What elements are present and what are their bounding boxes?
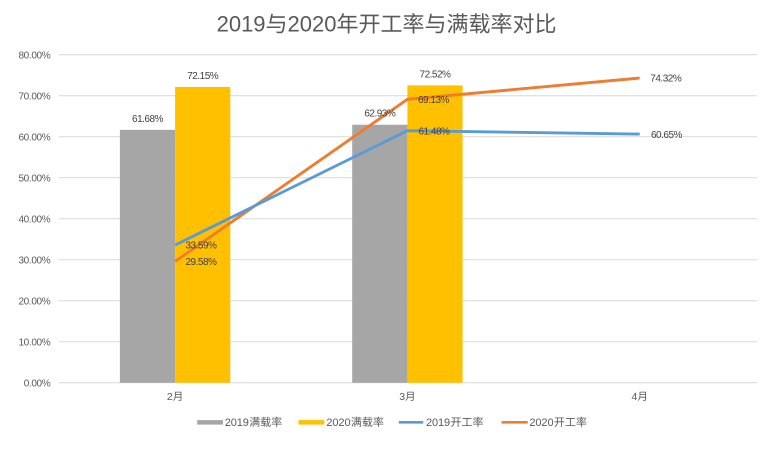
svg-text:2019: 2019 — [426, 417, 450, 429]
svg-text:2020: 2020 — [326, 417, 350, 429]
svg-text:50.00%: 50.00% — [18, 173, 50, 184]
svg-text:61.68%: 61.68% — [132, 114, 164, 125]
svg-text:74.32%: 74.32% — [650, 74, 682, 85]
svg-text:33.59%: 33.59% — [186, 241, 218, 252]
svg-text:60.00%: 60.00% — [18, 132, 50, 143]
svg-text:20.00%: 20.00% — [18, 296, 50, 307]
svg-text:3: 3 — [399, 391, 405, 403]
svg-text:0.00%: 0.00% — [24, 378, 51, 389]
svg-text:2020: 2020 — [288, 12, 337, 37]
svg-text:2019: 2019 — [225, 417, 249, 429]
svg-text:70.00%: 70.00% — [18, 91, 50, 102]
svg-text:60.65%: 60.65% — [651, 130, 683, 141]
svg-text:62.93%: 62.93% — [364, 109, 396, 120]
svg-text:2: 2 — [167, 391, 173, 403]
svg-text:30.00%: 30.00% — [18, 255, 50, 266]
svg-text:72.15%: 72.15% — [187, 71, 219, 82]
svg-text:80.00%: 80.00% — [18, 50, 50, 61]
svg-text:61.48%: 61.48% — [419, 126, 451, 137]
svg-text:69.13%: 69.13% — [418, 95, 450, 106]
svg-text:4: 4 — [632, 391, 638, 403]
svg-text:2019: 2019 — [217, 12, 266, 37]
svg-text:2020: 2020 — [529, 417, 553, 429]
svg-text:40.00%: 40.00% — [18, 214, 50, 225]
svg-text:29.58%: 29.58% — [186, 257, 218, 268]
svg-text:10.00%: 10.00% — [18, 337, 50, 348]
svg-text:72.52%: 72.52% — [420, 69, 452, 80]
